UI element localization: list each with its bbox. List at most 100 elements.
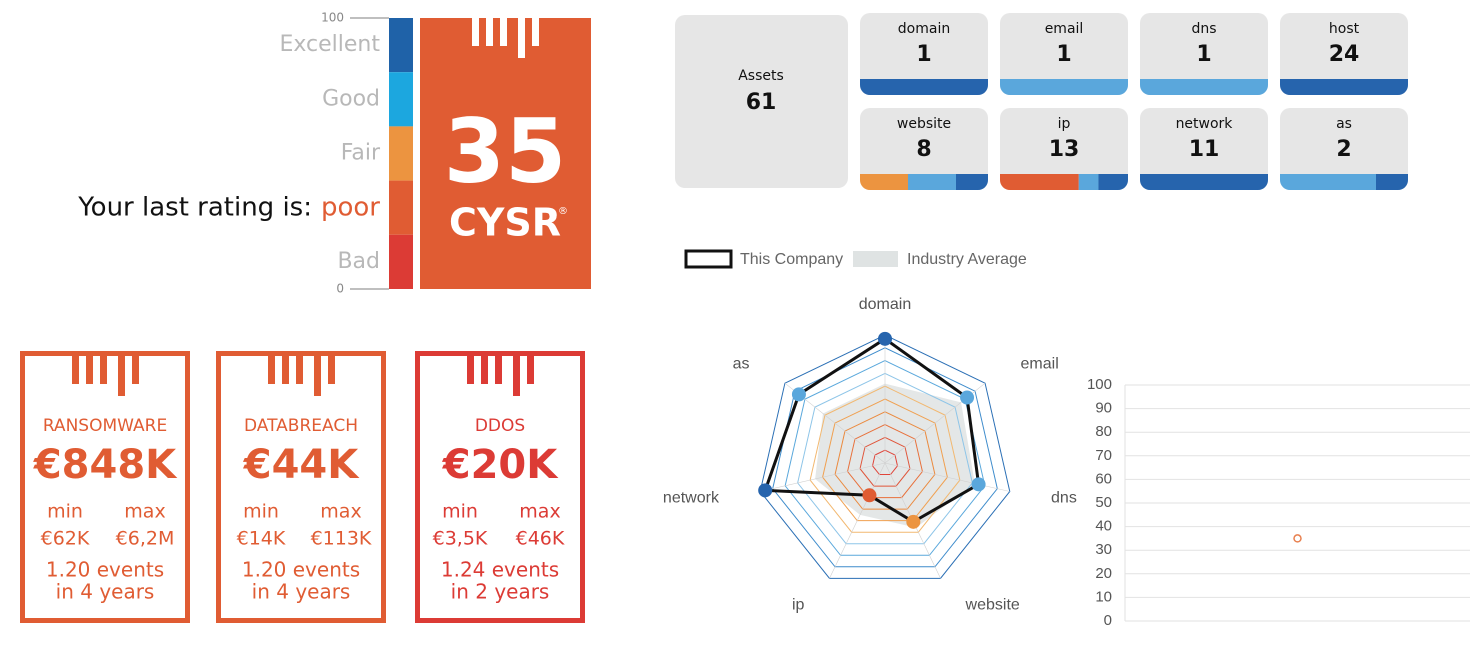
company-point xyxy=(791,387,806,402)
rating-label: poor xyxy=(321,192,380,222)
y-tick-label: 80 xyxy=(1095,423,1112,440)
logo-bar xyxy=(132,356,139,384)
radar-ring xyxy=(772,347,998,568)
logo-bar xyxy=(495,356,502,384)
radar-axis-label: website xyxy=(965,597,1020,614)
tile-bar-segment xyxy=(908,174,956,190)
tile-bar-segment xyxy=(1280,174,1376,190)
brand-mark: ® xyxy=(558,206,568,217)
tile-bar-segment xyxy=(860,174,908,190)
logo-bar xyxy=(467,356,474,384)
company-line xyxy=(763,337,981,524)
rating-prefix: Your last rating is: xyxy=(77,192,312,222)
min-label: min xyxy=(442,501,478,523)
tile-label: email xyxy=(1045,21,1084,37)
radar-ring xyxy=(834,411,936,510)
y-tick-label: 50 xyxy=(1095,494,1112,511)
min-label: min xyxy=(243,501,279,523)
company-point xyxy=(960,390,975,405)
radar-ring xyxy=(847,424,923,499)
radar-ring xyxy=(859,436,911,487)
min-value: €3,5K xyxy=(433,528,488,550)
logo-bar xyxy=(486,18,493,46)
logo-bar xyxy=(472,18,479,46)
tile-bar-segment xyxy=(860,79,988,95)
max-label: max xyxy=(320,501,361,523)
events: 1.24 events xyxy=(441,558,559,582)
tile-bar-segment xyxy=(1280,79,1408,95)
radar-axis-label: network xyxy=(663,489,720,506)
score: 35 xyxy=(444,100,566,203)
risk-value: €848K xyxy=(33,442,178,488)
tile-bar-segment xyxy=(956,174,988,190)
scale-band xyxy=(389,18,413,73)
risk-value: €44K xyxy=(243,442,360,488)
tile-bar-segment xyxy=(1098,174,1128,190)
logo-bar xyxy=(513,356,520,396)
tile-label: website xyxy=(897,116,951,132)
asset-tile: ip 13 xyxy=(1000,108,1128,190)
radar-spoke xyxy=(829,462,886,579)
radar-axis-label: ip xyxy=(792,597,805,614)
events: 1.20 events xyxy=(46,558,164,582)
scale-label: Excellent xyxy=(280,32,381,57)
scale-band xyxy=(389,234,413,289)
tile-count: 24 xyxy=(1329,42,1360,67)
risk-title: RANSOMWARE xyxy=(43,416,167,436)
y-tick-label: 100 xyxy=(1087,376,1112,393)
period: in 4 years xyxy=(56,580,155,604)
logo-bar xyxy=(296,356,303,384)
brand: CYSR xyxy=(449,201,561,245)
card-border xyxy=(415,351,585,623)
y-tick-label: 0 xyxy=(1104,612,1112,629)
max-value: €46K xyxy=(516,528,565,550)
tile-label: domain xyxy=(898,21,950,37)
tile-count: 11 xyxy=(1189,137,1220,162)
max-value: €6,2M xyxy=(116,528,175,550)
tile-bar-segment xyxy=(1000,174,1079,190)
min-value: €14K xyxy=(237,528,286,550)
tile-label: ip xyxy=(1058,116,1071,132)
risk-card: DATABREACH €44K min max €14K €113K 1.20 events… xyxy=(216,351,386,623)
tile-bar-segment xyxy=(1376,174,1408,190)
min-value: €62K xyxy=(41,528,90,550)
risk-value: €20K xyxy=(442,442,559,488)
asset-tile: dns 1 xyxy=(1140,13,1268,95)
score-box xyxy=(420,18,591,289)
legend-label: Industry Average xyxy=(907,251,1027,268)
radar-ring xyxy=(822,398,948,522)
radar-axis-label: dns xyxy=(1051,489,1077,506)
company-point xyxy=(971,477,986,492)
tile-count: 1 xyxy=(1056,42,1071,67)
tile-count: 1 xyxy=(916,42,931,67)
logo-bar xyxy=(268,356,275,384)
logo-bar xyxy=(500,18,507,46)
logo-bar xyxy=(481,356,488,384)
max-value: €113K xyxy=(311,528,372,550)
scale-band xyxy=(389,72,413,127)
logo-bar xyxy=(282,356,289,384)
y-tick-label: 10 xyxy=(1095,588,1112,605)
y-tick-label: 30 xyxy=(1095,541,1112,558)
max-label: max xyxy=(124,501,165,523)
legend-swatch xyxy=(853,251,898,267)
tile-label: host xyxy=(1329,21,1360,37)
y-tick-label: 90 xyxy=(1095,400,1112,417)
radar-axis-label: email xyxy=(1021,356,1059,373)
point xyxy=(1293,534,1302,543)
radar-spoke xyxy=(760,462,886,492)
radar-ring xyxy=(871,449,899,476)
radar-ring xyxy=(797,372,973,545)
period: in 2 years xyxy=(451,580,550,604)
logo-bar xyxy=(86,356,93,384)
logo-bar xyxy=(328,356,335,384)
tile-count: 2 xyxy=(1336,137,1351,162)
radar-ring xyxy=(809,385,961,533)
logo-bar xyxy=(72,356,79,384)
period: in 4 years xyxy=(252,580,351,604)
logo-bar xyxy=(314,356,321,396)
tile-count: 8 xyxy=(916,137,931,162)
asset-tile: as 2 xyxy=(1280,108,1408,190)
tile-bar-segment xyxy=(1078,174,1099,190)
